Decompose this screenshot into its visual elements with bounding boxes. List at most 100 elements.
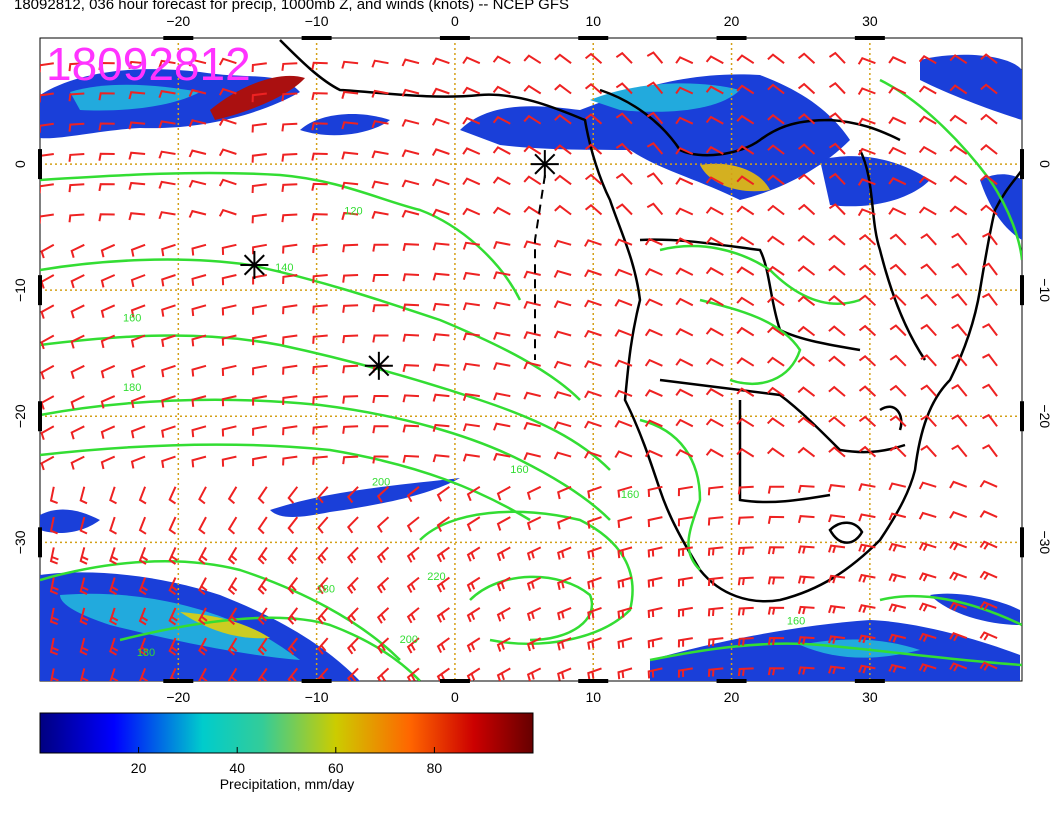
wind-barb-feather xyxy=(51,677,59,681)
wind-barb xyxy=(79,607,88,626)
wind-barb xyxy=(281,213,298,223)
wind-barb xyxy=(949,631,968,640)
wind-barb xyxy=(828,355,846,367)
wind-barb xyxy=(40,334,55,350)
wind-barb xyxy=(615,112,633,125)
wind-barb xyxy=(109,607,117,626)
wind-barb xyxy=(797,446,816,458)
wind-barb-feather xyxy=(591,671,595,679)
wind-barb xyxy=(644,358,663,367)
wind-barb xyxy=(70,334,85,349)
wind-barb xyxy=(677,637,693,648)
contour-label: 220 xyxy=(427,571,445,583)
wind-barb xyxy=(736,357,755,367)
wind-barb xyxy=(493,392,511,401)
wind-barb xyxy=(98,61,115,71)
wind-barb-feather xyxy=(561,611,565,619)
wind-barb xyxy=(797,545,815,554)
wind-barb xyxy=(49,577,58,595)
wind-barb xyxy=(857,87,876,96)
wind-barb xyxy=(979,540,998,549)
wind-barb-feather xyxy=(320,584,327,592)
wind-barb xyxy=(949,480,968,489)
wind-barb xyxy=(617,516,633,528)
wind-barb xyxy=(311,182,328,191)
wind-barb xyxy=(496,576,511,592)
wind-barb xyxy=(462,332,480,341)
wind-barb-feather xyxy=(983,663,989,671)
wind-barb xyxy=(168,546,177,565)
wind-barb xyxy=(371,180,389,189)
wind-barb xyxy=(98,122,115,131)
wind-barb xyxy=(341,181,359,190)
contour-label: 160 xyxy=(510,464,528,476)
wind-barb xyxy=(980,204,998,216)
wind-barb-feather xyxy=(440,613,446,621)
wind-barb-feather xyxy=(561,641,565,649)
wind-barb xyxy=(281,92,298,102)
wind-barb xyxy=(493,301,511,310)
wind-barb xyxy=(828,172,846,185)
wind-barb xyxy=(317,607,329,625)
wind-barb xyxy=(736,296,755,307)
wind-barb xyxy=(828,635,846,644)
wind-barb xyxy=(346,637,359,655)
wind-barb-feather xyxy=(410,583,416,591)
wind-barb xyxy=(767,204,785,216)
wind-barb xyxy=(282,243,298,254)
wind-barb-feather xyxy=(51,556,59,561)
wind-barb xyxy=(797,203,816,216)
wind-barb xyxy=(675,237,694,246)
contour-label: 180 xyxy=(137,647,155,659)
wind-barb xyxy=(736,145,755,155)
wind-barb xyxy=(462,207,481,216)
wind-barb xyxy=(526,667,542,681)
wind-barb xyxy=(287,546,299,565)
wind-barb xyxy=(647,516,663,528)
wind-barb xyxy=(161,395,176,408)
wind-barb xyxy=(979,510,998,519)
wind-barb xyxy=(287,607,299,625)
wind-barb xyxy=(287,576,299,595)
wind-barb xyxy=(523,270,541,279)
wind-barb xyxy=(647,606,663,618)
wind-barb xyxy=(557,606,572,621)
wind-barb-feather xyxy=(591,580,595,588)
wind-barb xyxy=(888,146,907,155)
wind-barb xyxy=(766,326,785,337)
wind-barb xyxy=(675,418,694,428)
lon-tick-label-bottom: −10 xyxy=(305,689,329,705)
wind-barb-feather xyxy=(470,612,476,620)
wind-barb xyxy=(554,204,572,216)
wind-barb xyxy=(705,387,724,397)
wind-barb xyxy=(188,119,207,128)
wind-barb-feather xyxy=(230,676,238,681)
colorbar-tick-label: 80 xyxy=(427,760,443,776)
wind-barb xyxy=(982,262,998,276)
contour-label: 180 xyxy=(317,584,335,596)
wind-barb-feather xyxy=(983,633,989,641)
wind-barb-feather xyxy=(81,586,89,591)
wind-barb xyxy=(736,205,755,216)
wind-barb xyxy=(584,420,602,429)
wind-barb xyxy=(828,325,846,337)
wind-barb xyxy=(617,667,633,680)
wind-barb xyxy=(705,206,724,216)
wind-barb xyxy=(493,422,511,431)
wind-barb xyxy=(188,149,207,158)
wind-barb xyxy=(705,115,724,125)
wind-barb xyxy=(979,570,998,579)
wind-barb xyxy=(191,455,207,468)
wind-barb xyxy=(858,385,877,397)
wind-barb xyxy=(705,327,724,337)
wind-barb xyxy=(980,174,998,186)
wind-barb xyxy=(109,668,116,681)
wind-barb-feather xyxy=(230,554,238,562)
wind-barb xyxy=(736,417,755,428)
wind-barb xyxy=(647,485,663,497)
wind-barb xyxy=(342,334,359,344)
wind-barb-feather xyxy=(81,676,89,681)
wind-barb xyxy=(402,273,420,282)
wind-barb xyxy=(436,485,450,502)
wind-barb xyxy=(40,183,54,194)
